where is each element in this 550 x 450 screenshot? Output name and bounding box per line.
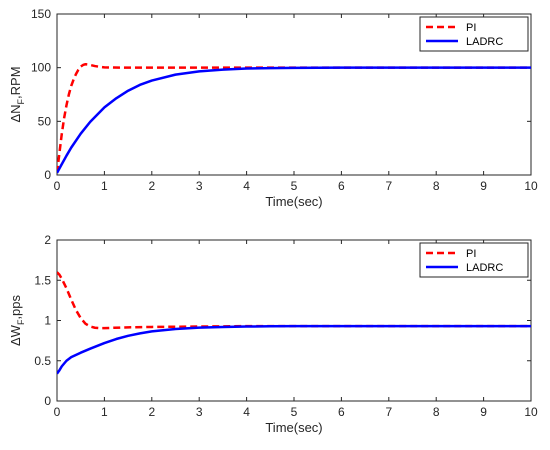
chart-1-y-tick-label: 50 <box>38 114 52 128</box>
chart-1-y-axis-label: ΔNF,RPM <box>8 66 26 122</box>
chart-2-y-axis-label: ΔWF,pps <box>8 294 26 346</box>
chart-2-y-axis-label-main: ΔW <box>8 324 23 346</box>
chart-2-y-tick-label: 0.5 <box>34 354 51 368</box>
chart-1-x-tick-label: 10 <box>524 179 538 193</box>
chart-2-y-tick-label: 1.5 <box>34 273 51 287</box>
chart-1-x-tick-label: 6 <box>338 179 345 193</box>
chart-1-x-tick-label: 4 <box>243 179 250 193</box>
chart-2-y-axis-label-rest: ,pps <box>8 294 23 319</box>
chart-1-x-axis-label: Time(sec) <box>265 194 322 209</box>
chart-1-x-tick-label: 9 <box>480 179 487 193</box>
chart-2-x-tick-label: 3 <box>196 405 203 419</box>
chart-2-x-tick-label: 7 <box>385 405 392 419</box>
chart-2-y-axis-label-sub: F <box>16 319 26 325</box>
chart-2-x-tick-label: 8 <box>433 405 440 419</box>
chart-1-x-tick-label: 7 <box>385 179 392 193</box>
chart-2-y-tick-label: 0 <box>44 394 51 408</box>
chart-1-series-ladrc-line <box>57 66 531 174</box>
chart-2-x-tick-label: 6 <box>338 405 345 419</box>
chart-1-y-axis-label-rest: ,RPM <box>8 66 23 99</box>
chart-2-legend-box <box>419 242 529 278</box>
chart-1-y-tick-label: 0 <box>44 168 51 182</box>
chart-2-x-tick-label: 5 <box>291 405 298 419</box>
chart-2-legend-label-ladrc: LADRC <box>466 262 503 274</box>
chart-2-x-tick-label: 0 <box>54 405 61 419</box>
chart-1-x-tick-label: 3 <box>196 179 203 193</box>
chart-2-x-tick-label: 1 <box>101 405 108 419</box>
chart-2-legend-label-pi: PI <box>466 248 476 260</box>
chart-2-x-tick-label: 9 <box>480 405 487 419</box>
chart-1-y-tick-label: 100 <box>31 61 51 75</box>
chart-1-legend-box <box>419 16 529 52</box>
chart-2-x-tick-label: 4 <box>243 405 250 419</box>
chart-1-y-axis-label-sub: F <box>16 98 26 104</box>
chart-1-x-tick-label: 5 <box>291 179 298 193</box>
chart-1-x-tick-label: 2 <box>148 179 155 193</box>
chart-1-x-tick-label: 8 <box>433 179 440 193</box>
chart-2-y-tick-label: 1 <box>44 314 51 328</box>
chart-2-y-tick-label: 2 <box>44 233 51 247</box>
chart-1-group: 0 1 2 3 4 5 6 7 8 9 10050100150Time(sec)ΔNF,RPMPIL… <box>8 7 538 209</box>
chart-2-x-tick-label: 2 <box>148 405 155 419</box>
chart-1-legend-label-ladrc: LADRC <box>466 36 503 48</box>
chart-2-group: 0 1 2 3 4 5 6 7 8 9 10 0 0.5 1 1.5 2 Time(sec) ΔWF,pps PI L… <box>8 233 538 435</box>
chart-1-y-axis-label-main: ΔN <box>8 104 23 122</box>
chart-1-x-tick-label: 1 <box>101 179 108 193</box>
chart-2-x-axis-label: Time(sec) <box>265 420 322 435</box>
chart-1-x-tick-label: 0 <box>54 179 61 193</box>
chart-1-y-tick-label: 150 <box>31 7 51 21</box>
chart-2-x-tick-label: 10 <box>524 405 538 419</box>
chart-2-series-ladrc-line <box>57 324 531 375</box>
chart-1-legend-label-pi: PI <box>466 22 476 34</box>
